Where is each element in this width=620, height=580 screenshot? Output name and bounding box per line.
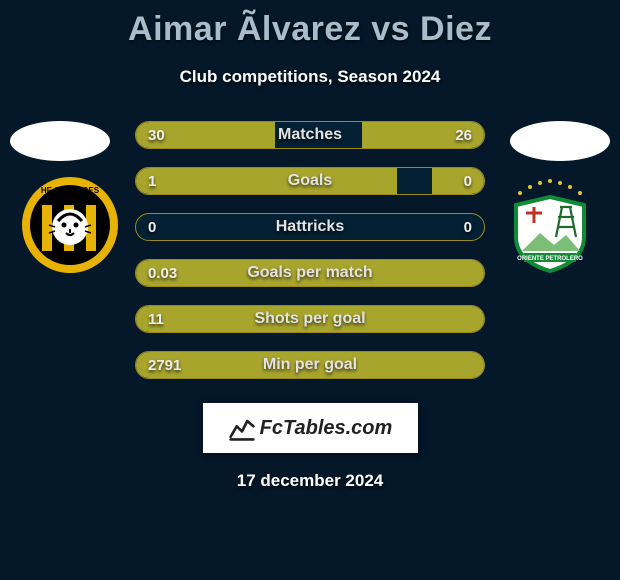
stat-fill-right xyxy=(432,168,484,194)
badge-right-text: ORIENTE PETROLERO xyxy=(517,256,583,262)
stat-value-right: 26 xyxy=(455,122,472,148)
stat-fill-left xyxy=(136,260,484,286)
stat-value-left: 2791 xyxy=(148,352,181,378)
chart-icon xyxy=(228,414,256,442)
stat-value-right: 0 xyxy=(464,214,472,240)
badge-left-text: HE STRONGES xyxy=(41,186,100,195)
stat-row: 3026Matches xyxy=(135,121,485,149)
stat-fill-left xyxy=(136,168,397,194)
stat-row: 10Goals xyxy=(135,167,485,195)
stat-label: Hattricks xyxy=(136,214,484,240)
stat-value-left: 11 xyxy=(148,306,164,332)
player-photo-left xyxy=(10,121,110,161)
stat-fill-left xyxy=(136,306,484,332)
fctables-logo-text: FcTables.com xyxy=(260,417,393,440)
stat-row: 0 0Hattricks xyxy=(135,213,485,241)
date-text: 17 december 2024 xyxy=(0,471,620,491)
stat-value-left: 0.03 xyxy=(148,260,177,286)
team-badge-left: HE STRONGES xyxy=(20,175,120,275)
fctables-logo: FcTables.com xyxy=(203,403,418,453)
page-title: Aimar Ãlvarez vs Diez xyxy=(0,0,620,49)
stat-value-left: 1 xyxy=(148,168,156,194)
stat-value-right: 0 xyxy=(464,168,472,194)
comparison-content: HE STRONGES xyxy=(0,121,620,491)
stat-value-left: 0 xyxy=(148,214,156,240)
stat-row: 0.03Goals per match xyxy=(135,259,485,287)
stat-row: 11Shots per goal xyxy=(135,305,485,333)
stat-fill-left xyxy=(136,352,484,378)
subtitle: Club competitions, Season 2024 xyxy=(0,67,620,87)
stat-value-left: 30 xyxy=(148,122,165,148)
team-badge-right: ORIENTE PETROLERO xyxy=(500,175,600,275)
player-photo-right xyxy=(510,121,610,161)
stat-row: 2791Min per goal xyxy=(135,351,485,379)
stat-bars: 3026Matches10Goals00Hattricks0.03Goals p… xyxy=(135,121,485,379)
